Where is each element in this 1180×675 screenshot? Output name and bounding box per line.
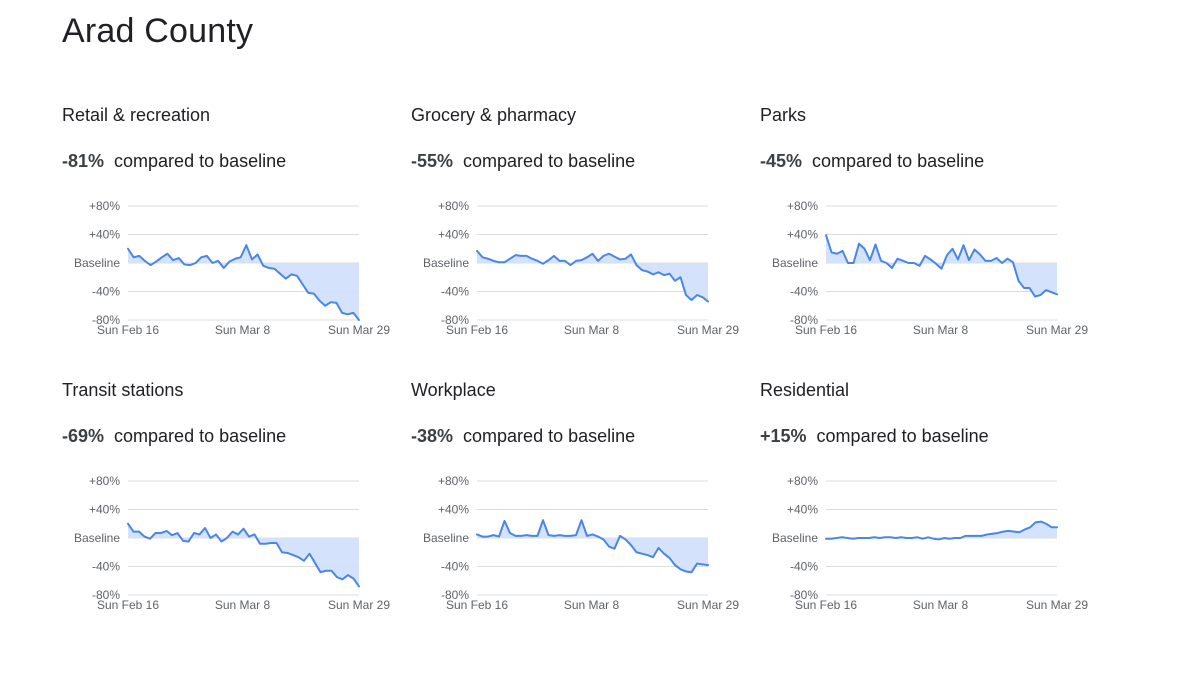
x-tick-label: Sun Mar 8 — [215, 323, 271, 337]
x-tick-label: Sun Feb 16 — [446, 323, 508, 337]
series-line — [127, 522, 360, 588]
y-tick-label: Baseline — [74, 256, 120, 270]
x-tick-label: Sun Feb 16 — [795, 323, 857, 337]
y-tick-label: +40% — [787, 228, 818, 242]
y-tick-label: +80% — [438, 474, 469, 488]
page-title: Arad County — [62, 12, 254, 50]
change-value: -69% — [62, 426, 105, 446]
change-label: compared to baseline — [812, 151, 985, 171]
x-tick-label: Sun Mar 29 — [1026, 323, 1088, 337]
y-tick-label: -40% — [790, 285, 818, 299]
line-chart: +80% +40% Baseline -40% -80%Sun Feb 16 Sun Ma… — [423, 474, 739, 612]
chart-title: Retail & recreation — [62, 105, 211, 125]
x-tick-label: Sun Feb 16 — [97, 598, 159, 612]
chart-panel-transit: Transit stations -69% compared to baseline… — [62, 380, 402, 640]
x-tick-label: Sun Mar 8 — [913, 598, 969, 612]
change-value: -38% — [411, 426, 454, 446]
y-tick-label: -40% — [441, 285, 469, 299]
y-tick-label: +80% — [89, 474, 120, 488]
y-tick-label: +80% — [787, 474, 818, 488]
series-line — [127, 244, 360, 321]
chart-panel-residential: Residential +15% compared to baseline +80% +… — [760, 380, 1100, 640]
change-value: -55% — [411, 151, 454, 171]
x-tick-label: Sun Mar 29 — [1026, 598, 1088, 612]
chart-stat: +15% compared to baseline — [760, 426, 989, 447]
y-tick-label: +40% — [438, 228, 469, 242]
y-tick-label: -40% — [92, 285, 120, 299]
change-label: compared to baseline — [114, 426, 287, 446]
y-tick-label: -80% — [790, 588, 818, 602]
y-tick-label: Baseline — [772, 531, 818, 545]
y-tick-label: Baseline — [423, 256, 469, 270]
chart-title: Residential — [760, 380, 850, 400]
baseline-difference-area — [477, 520, 708, 573]
line-chart: +80% +40% Baseline -40% -80%Sun Feb 16 Sun Ma… — [74, 474, 390, 612]
line-chart: +80% +40% Baseline -40% -80%Sun Feb 16 Sun Ma… — [772, 474, 1088, 612]
y-tick-label: Baseline — [423, 531, 469, 545]
x-tick-label: Sun Mar 8 — [564, 598, 620, 612]
change-value: +15% — [760, 426, 807, 446]
y-tick-label: +40% — [89, 503, 120, 517]
chart-panel-parks: Parks -45% compared to baseline +80% +40% Bas… — [760, 105, 1100, 365]
x-tick-label: Sun Feb 16 — [795, 598, 857, 612]
chart-title: Transit stations — [62, 380, 184, 400]
chart-stat: -38% compared to baseline — [411, 426, 635, 447]
chart-panel-retail: Retail & recreation -81% compared to basel… — [62, 105, 402, 365]
y-tick-label: +40% — [89, 228, 120, 242]
chart-title: Grocery & pharmacy — [411, 105, 577, 125]
x-tick-label: Sun Mar 8 — [564, 323, 620, 337]
y-tick-label: -80% — [441, 313, 469, 327]
y-tick-label: -80% — [92, 588, 120, 602]
chart-stat: -69% compared to baseline — [62, 426, 286, 447]
chart-title: Parks — [760, 105, 807, 125]
change-label: compared to baseline — [114, 151, 287, 171]
series-line — [476, 249, 709, 303]
y-tick-label: -80% — [92, 313, 120, 327]
baseline-difference-area — [128, 523, 359, 587]
baseline-difference-area — [826, 521, 1057, 540]
x-tick-label: Sun Feb 16 — [446, 598, 508, 612]
change-value: -81% — [62, 151, 105, 171]
change-label: compared to baseline — [463, 426, 636, 446]
chart-stat: -55% compared to baseline — [411, 151, 635, 172]
baseline-difference-area — [826, 235, 1057, 297]
series-line — [476, 519, 709, 574]
change-value: -45% — [760, 151, 803, 171]
chart-panel-workplace: Workplace -38% compared to baseline +80% +40… — [411, 380, 751, 640]
change-label: compared to baseline — [463, 151, 636, 171]
line-chart: +80% +40% Baseline -40% -80%Sun Feb 16 Sun Ma… — [772, 199, 1088, 337]
y-tick-label: +80% — [89, 199, 120, 213]
y-tick-label: Baseline — [772, 256, 818, 270]
y-tick-label: -80% — [790, 313, 818, 327]
y-tick-label: -40% — [441, 560, 469, 574]
chart-panel-grocery: Grocery & pharmacy -55% compared to baseli… — [411, 105, 751, 365]
x-tick-label: Sun Feb 16 — [97, 323, 159, 337]
baseline-difference-area — [477, 250, 708, 302]
x-tick-label: Sun Mar 29 — [677, 323, 739, 337]
y-tick-label: +80% — [787, 199, 818, 213]
y-tick-label: +40% — [438, 503, 469, 517]
x-tick-label: Sun Mar 29 — [677, 598, 739, 612]
chart-title: Workplace — [411, 380, 496, 400]
y-tick-label: -80% — [441, 588, 469, 602]
line-chart: +80% +40% Baseline -40% -80%Sun Feb 16 Sun Ma… — [423, 199, 739, 337]
y-tick-label: +80% — [438, 199, 469, 213]
change-label: compared to baseline — [816, 426, 989, 446]
x-tick-label: Sun Mar 29 — [328, 323, 390, 337]
y-tick-label: -40% — [790, 560, 818, 574]
x-tick-label: Sun Mar 8 — [913, 323, 969, 337]
x-tick-label: Sun Mar 29 — [328, 598, 390, 612]
y-tick-label: -40% — [92, 560, 120, 574]
series-line — [825, 234, 1058, 298]
line-chart: +80% +40% Baseline -40% -80%Sun Feb 16 Sun Ma… — [74, 199, 390, 337]
y-tick-label: +40% — [787, 503, 818, 517]
chart-stat: -45% compared to baseline — [760, 151, 984, 172]
series-line — [825, 520, 1058, 541]
x-tick-label: Sun Mar 8 — [215, 598, 271, 612]
chart-stat: -81% compared to baseline — [62, 151, 286, 172]
y-tick-label: Baseline — [74, 531, 120, 545]
